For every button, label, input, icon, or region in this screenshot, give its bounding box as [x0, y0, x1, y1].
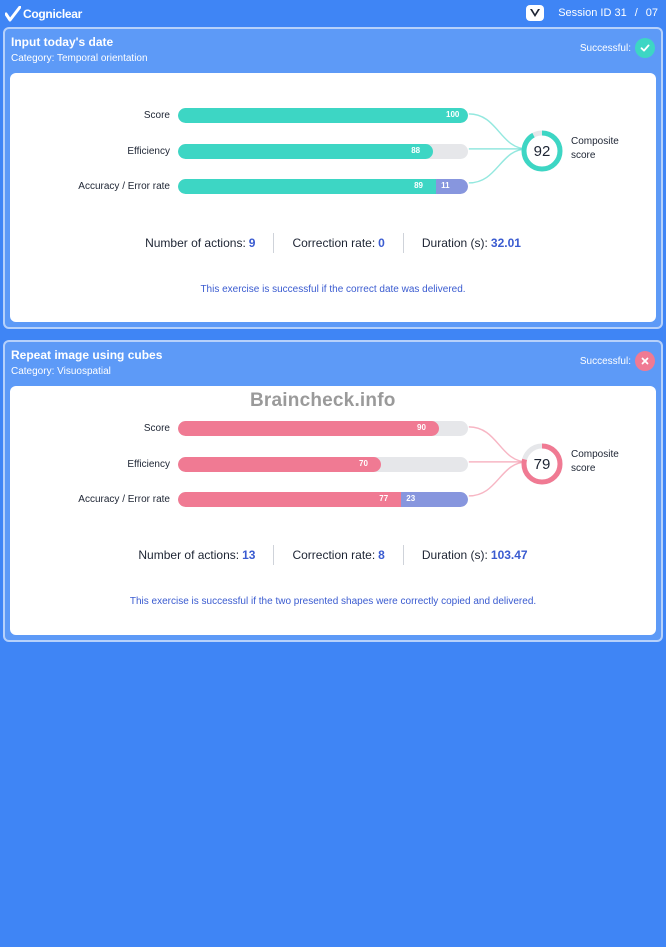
composite-connectors: [468, 113, 528, 184]
exercise-status: Successful:: [580, 38, 655, 58]
accuracy-value: 89: [414, 181, 423, 190]
stat-label: Duration (s):: [421, 548, 488, 562]
stat-value: 8: [378, 548, 385, 562]
error-rate-bar-fill: [436, 179, 468, 194]
exercise-card: Input today's date Category: Temporal or…: [3, 27, 663, 329]
stat-value: 9: [248, 236, 256, 250]
status-label: Successful:: [579, 355, 631, 367]
error-rate-bar-fill: [401, 492, 468, 507]
session-page: 07: [645, 7, 658, 19]
session-info: Session ID 31 / 07: [526, 5, 658, 21]
score-bar-fill: [178, 108, 468, 123]
efficiency-bar: 70: [178, 457, 468, 472]
metric-label-efficiency: Efficiency: [127, 146, 170, 157]
exercise-header: Repeat image using cubes Category: Visuo…: [5, 342, 661, 386]
exercise-category: Category: Temporal orientation: [11, 53, 148, 64]
top-bar: Cogniclear Session ID 31 / 07: [0, 0, 666, 28]
exercise-title: Input today's date: [11, 35, 114, 49]
failure-x-icon: [635, 351, 655, 371]
composite-score-value: 92: [533, 143, 551, 160]
accuracy-bar: 77 23: [178, 492, 468, 507]
exercise-status: Successful:: [580, 351, 655, 371]
stat-label: Number of actions:: [145, 236, 246, 250]
app-name: Cogniclear: [23, 7, 83, 21]
composite-score-label: Composite score: [571, 135, 619, 163]
stat-label: Correction rate:: [292, 548, 376, 562]
stat-label: Duration (s):: [421, 236, 488, 250]
exercise-header: Input today's date Category: Temporal or…: [5, 29, 661, 73]
metric-label-accuracy: Accuracy / Error rate: [78, 494, 170, 505]
efficiency-value: 88: [411, 146, 421, 155]
success-rule-text: This exercise is successful if the corre…: [200, 284, 466, 295]
stat-label: Number of actions:: [138, 548, 240, 562]
stat-value: 32.01: [490, 236, 521, 250]
efficiency-bar: 88: [178, 144, 468, 159]
exercise-results-panel: Score 100 Efficiency 88 Accuracy / Error…: [10, 73, 656, 322]
metric-label-score: Score: [143, 110, 170, 121]
metric-label-efficiency: Efficiency: [127, 459, 170, 470]
accuracy-bar-fill: [178, 179, 437, 194]
efficiency-value: 70: [359, 459, 368, 468]
composite-score-ring: [521, 130, 563, 172]
success-check-icon: [635, 38, 655, 58]
stat-actions: Number of actions: 9: [127, 233, 273, 253]
watermark: Braincheck.info: [250, 390, 396, 411]
composite-score-label: Composite score: [571, 448, 619, 476]
metric-label-accuracy: Accuracy / Error rate: [78, 181, 170, 192]
user-menu-icon[interactable]: [526, 5, 545, 21]
cogniclear-logo-icon: [5, 6, 21, 22]
exercise-stats: Number of actions: 13 Correction rate: 8 D…: [10, 545, 656, 565]
efficiency-bar-fill: [178, 144, 434, 159]
efficiency-bar-fill: [178, 457, 381, 472]
composite-connectors: [468, 426, 528, 497]
score-bar: 100: [178, 108, 468, 123]
composite-label-line1: Composite: [571, 136, 619, 147]
stat-duration: Duration (s): 103.47: [402, 545, 546, 565]
score-bar-fill: [178, 421, 439, 436]
score-value: 90: [417, 423, 426, 432]
composite-score-ring: [521, 443, 563, 485]
score-bar: 90: [178, 421, 468, 436]
stat-actions: Number of actions: 13: [120, 545, 273, 565]
composite-label-line2: score: [571, 463, 596, 474]
score-value: 100: [446, 110, 460, 119]
stat-value: 103.47: [490, 548, 528, 562]
stat-label: Correction rate:: [292, 236, 376, 250]
stat-value: 13: [242, 548, 256, 562]
composite-label-line1: Composite: [571, 449, 619, 460]
success-rule-text: This exercise is successful if the two p…: [129, 596, 537, 607]
exercise-category: Category: Visuospatial: [11, 366, 111, 377]
exercise-results-panel: Score 90 Efficiency 70 Accuracy / Error …: [10, 386, 656, 635]
accuracy-bar-fill: [178, 492, 402, 507]
error-rate-value: 11: [441, 181, 450, 190]
exercise-title: Repeat image using cubes: [11, 348, 163, 362]
status-label: Successful:: [579, 42, 631, 54]
composite-score-value: 79: [533, 456, 551, 473]
metric-label-score: Score: [143, 423, 170, 434]
stat-correction-rate: Correction rate: 8: [273, 545, 402, 565]
exercise-stats: Number of actions: 9 Correction rate: 0 Du…: [10, 233, 656, 253]
accuracy-bar: 89 11: [178, 179, 468, 194]
stat-value: 0: [378, 236, 385, 250]
stat-duration: Duration (s): 32.01: [402, 233, 539, 253]
stat-correction-rate: Correction rate: 0: [273, 233, 402, 253]
exercise-card: Repeat image using cubes Category: Visuo…: [3, 340, 663, 642]
brand: Cogniclear: [5, 6, 82, 22]
error-rate-value: 23: [406, 494, 416, 503]
accuracy-value: 77: [379, 494, 389, 503]
composite-label-line2: score: [571, 150, 596, 161]
session-label: Session ID 31: [558, 7, 627, 19]
session-separator: /: [634, 7, 638, 19]
